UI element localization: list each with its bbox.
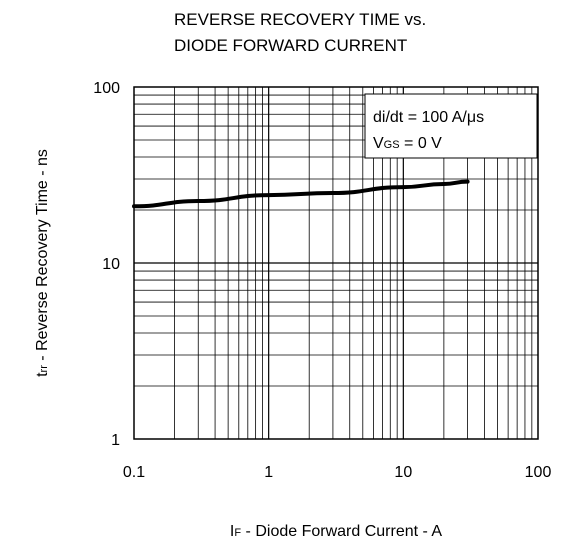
x-tick-label: 1 (264, 464, 273, 481)
y-tick-label: 1 (111, 432, 120, 449)
legend-didt-label: di/dt = 100 A/μs (373, 109, 484, 126)
x-axis-label: IF - Diode Forward Current - A (230, 523, 442, 540)
legend-vgs-label: VGS = 0 V (373, 135, 442, 152)
y-tick-label: 10 (102, 256, 120, 273)
series-layer (132, 179, 470, 209)
chart-title-line-1: REVERSE RECOVERY TIME vs. (174, 10, 426, 29)
x-tick-label: 0.1 (123, 464, 145, 481)
x-tick-label: 10 (394, 464, 412, 481)
y-axis-label: trr - Reverse Recovery Time - ns (34, 149, 51, 377)
x-tick-label: 100 (525, 464, 552, 481)
legend-background (364, 93, 538, 159)
chart-title-line-2: DIODE FORWARD CURRENT (174, 36, 407, 55)
y-tick-label: 100 (93, 80, 120, 97)
plot-frame (133, 86, 539, 440)
legend-box: di/dt = 100 A/μs VGS = 0 V (364, 93, 538, 159)
series-line (132, 179, 470, 209)
